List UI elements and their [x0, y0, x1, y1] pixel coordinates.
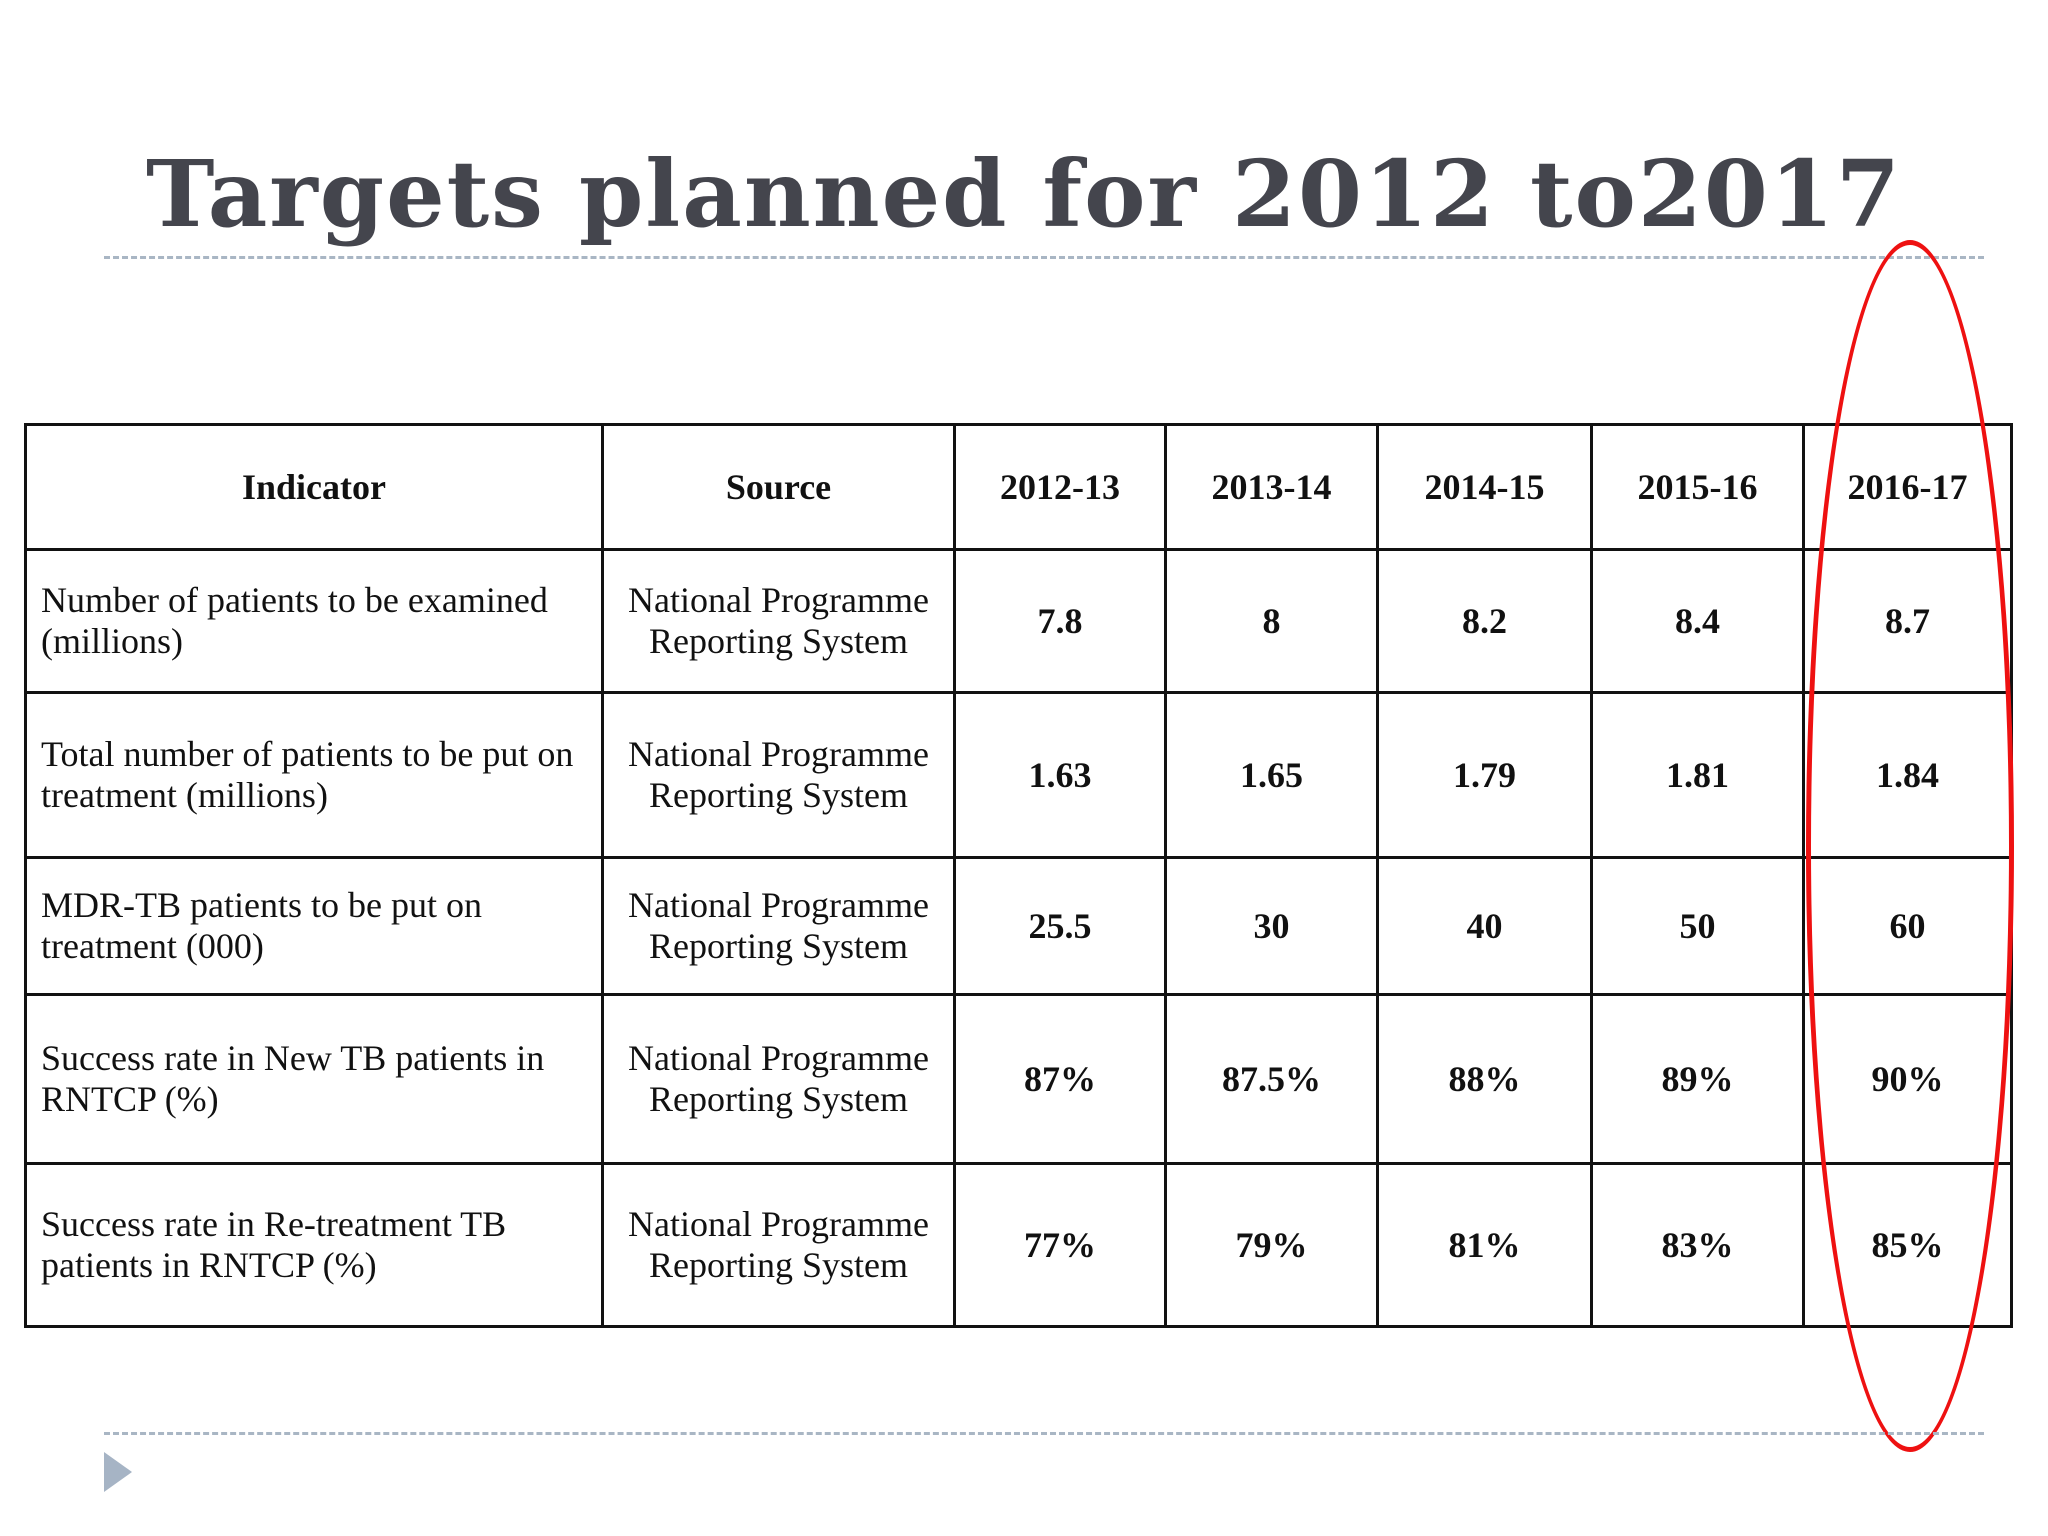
- value-cell: 30: [1164, 856, 1379, 996]
- value-cell: 1.79: [1376, 691, 1593, 859]
- targets-table: Indicator Source 2012-13 2013-14 2014-15…: [24, 423, 2013, 1328]
- table-row: Total number of patients to be put on tr…: [24, 691, 2013, 859]
- indicator-cell: Success rate in Re-treatment TB patients…: [24, 1162, 604, 1328]
- indicator-cell: Success rate in New TB patients in RNTCP…: [24, 993, 604, 1165]
- value-cell: 77%: [953, 1162, 1167, 1328]
- value-cell: 7.8: [953, 548, 1167, 694]
- value-cell: 50: [1590, 856, 1805, 996]
- header-indicator: Indicator: [24, 423, 604, 551]
- value-cell: 8.2: [1376, 548, 1593, 694]
- value-cell: 79%: [1164, 1162, 1379, 1328]
- source-cell: National Programme Reporting System: [601, 993, 956, 1165]
- value-cell: 8.4: [1590, 548, 1805, 694]
- table-row: MDR-TB patients to be put on treatment (…: [24, 856, 2013, 996]
- value-cell: 87%: [953, 993, 1167, 1165]
- value-cell: 40: [1376, 856, 1593, 996]
- indicator-cell: Total number of patients to be put on tr…: [24, 691, 604, 859]
- value-cell: 60: [1802, 856, 2013, 996]
- triangle-bullet-icon: [104, 1452, 132, 1492]
- source-cell: National Programme Reporting System: [601, 548, 956, 694]
- indicator-cell: MDR-TB patients to be put on treatment (…: [24, 856, 604, 996]
- value-cell: 83%: [1590, 1162, 1805, 1328]
- header-year: 2014-15: [1376, 423, 1593, 551]
- source-cell: National Programme Reporting System: [601, 1162, 956, 1328]
- value-cell: 85%: [1802, 1162, 2013, 1328]
- header-year: 2015-16: [1590, 423, 1805, 551]
- top-divider: [104, 256, 1984, 259]
- value-cell: 1.63: [953, 691, 1167, 859]
- value-cell: 81%: [1376, 1162, 1593, 1328]
- table-row: Success rate in New TB patients in RNTCP…: [24, 993, 2013, 1165]
- table-row: Success rate in Re-treatment TB patients…: [24, 1162, 2013, 1328]
- header-source: Source: [601, 423, 956, 551]
- value-cell: 8.7: [1802, 548, 2013, 694]
- table-row: Number of patients to be examined (milli…: [24, 548, 2013, 694]
- indicator-cell: Number of patients to be examined (milli…: [24, 548, 604, 694]
- value-cell: 89%: [1590, 993, 1805, 1165]
- header-year: 2016-17: [1802, 423, 2013, 551]
- value-cell: 87.5%: [1164, 993, 1379, 1165]
- source-cell: National Programme Reporting System: [601, 691, 956, 859]
- value-cell: 8: [1164, 548, 1379, 694]
- source-cell: National Programme Reporting System: [601, 856, 956, 996]
- value-cell: 88%: [1376, 993, 1593, 1165]
- bottom-divider: [104, 1432, 1984, 1435]
- value-cell: 1.65: [1164, 691, 1379, 859]
- header-year: 2012-13: [953, 423, 1167, 551]
- value-cell: 1.84: [1802, 691, 2013, 859]
- value-cell: 1.81: [1590, 691, 1805, 859]
- slide-title: Targets planned for 2012 to2017: [146, 140, 1902, 248]
- table-header-row: Indicator Source 2012-13 2013-14 2014-15…: [24, 423, 2013, 551]
- value-cell: 90%: [1802, 993, 2013, 1165]
- header-year: 2013-14: [1164, 423, 1379, 551]
- value-cell: 25.5: [953, 856, 1167, 996]
